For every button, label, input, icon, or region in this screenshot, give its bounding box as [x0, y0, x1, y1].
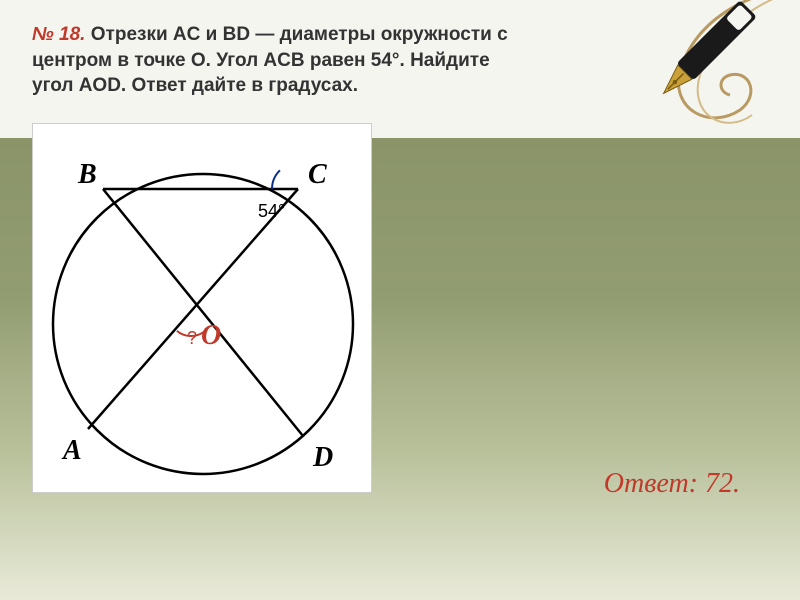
problem-line3: угол AOD. Ответ дайте в градусах. — [32, 75, 358, 96]
problem-line1: Отрезки AC и BD — диаметры окружности с — [85, 24, 507, 45]
circle-diagram: 54°? A B C D O — [33, 124, 373, 494]
svg-text:A: A — [61, 435, 82, 466]
svg-text:C: C — [308, 159, 327, 190]
problem-line2: центром в точке О. Угол ACB равен 54°. Н… — [32, 50, 490, 71]
svg-text:B: B — [77, 159, 97, 190]
swirl-icon — [640, 0, 800, 160]
problem-text: № 18. Отрезки AC и BD — диаметры окружно… — [32, 22, 652, 99]
svg-text:?: ? — [187, 328, 197, 348]
svg-text:O: O — [201, 320, 221, 351]
diagram-container: 54°? A B C D O — [32, 123, 372, 493]
svg-text:D: D — [312, 442, 333, 473]
corner-decoration — [640, 0, 800, 160]
svg-text:54°: 54° — [258, 201, 285, 221]
problem-number: № 18. — [32, 24, 85, 45]
